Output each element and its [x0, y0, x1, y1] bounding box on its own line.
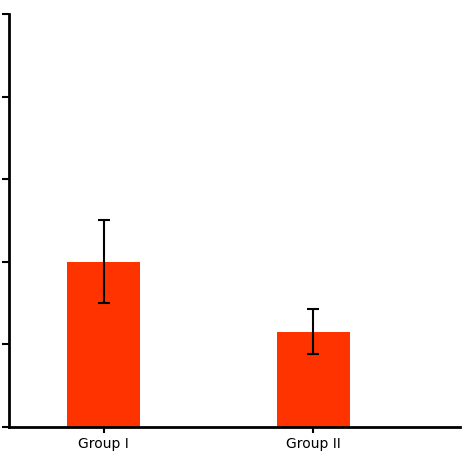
Bar	[67, 262, 140, 427]
Bar	[276, 332, 350, 427]
